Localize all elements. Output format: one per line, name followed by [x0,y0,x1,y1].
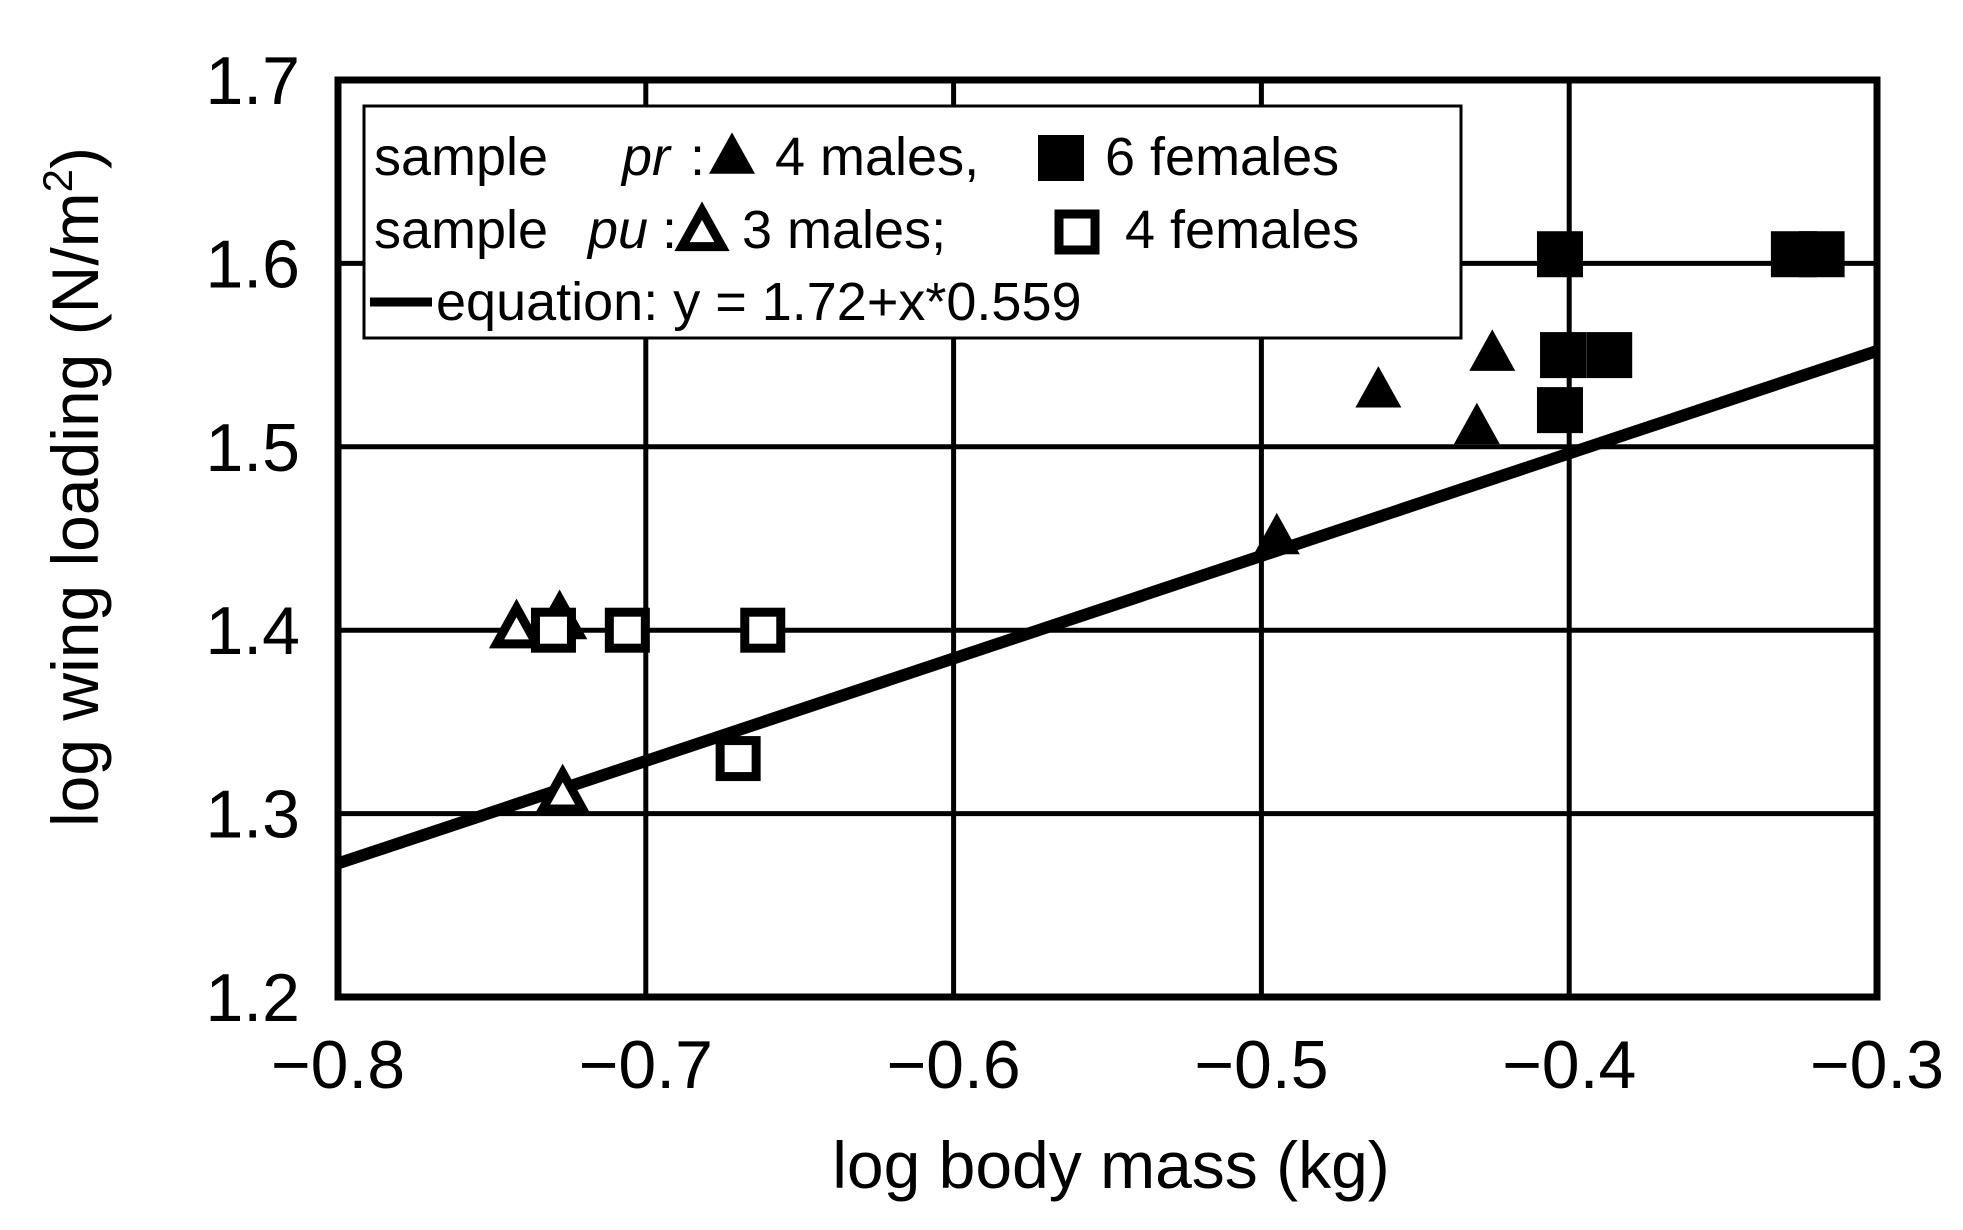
point-pu-females [530,607,576,653]
legend-row-pu-females: 4 females [1125,200,1359,260]
legend-row-pr-males: 4 males, [775,127,979,187]
legend-symbol-pr-females [1038,135,1084,181]
point-pu-males [488,598,545,649]
fit-line-group [336,345,1879,870]
legend-symbol-pr-males [709,132,755,174]
x-axis-title: log body mass (kg) [832,1128,1390,1202]
y-tick-labels: 1.2 1.3 1.4 1.5 1.6 1.7 [205,43,300,1036]
x-tick-labels: −0.8 −0.7 −0.6 −0.5 −0.4 −0.3 [271,1027,1944,1103]
y-tick-label: 1.5 [205,410,300,486]
legend-row-pr-females: 6 females [1105,127,1339,187]
point-pr-females [1540,332,1587,379]
legend-box [362,104,1463,340]
point-pr-females [1536,387,1583,434]
legend-row-pu-sample: pu [586,200,648,260]
point-pr-females [1536,231,1583,278]
y-axis-title-superscript: 2 [34,169,81,192]
legend-symbols [674,132,1100,255]
point-pr-males [1453,402,1500,445]
legend: sample pr : 4 males, 6 females sample pu… [362,104,1463,340]
legend-row-pu-colon: : [662,200,677,260]
data-points [488,231,1845,814]
y-axis-title-main: log wing loading (N/m [38,192,112,827]
legend-row-pr-sample: pr [620,127,672,187]
y-tick-label: 1.6 [205,226,300,302]
y-tick-label: 1.7 [205,43,300,119]
point-pr-females [1798,231,1845,278]
plot-frame [334,76,1881,1001]
y-tick-label: 1.3 [205,777,300,853]
point-pu-females [715,736,761,782]
point-pr-females [1586,332,1633,379]
legend-symbol-pu-females [1054,209,1100,255]
x-tick-label: −0.5 [1194,1027,1328,1103]
x-tick-label: −0.8 [271,1027,405,1103]
point-pu-females [740,607,786,653]
x-tick-label: −0.6 [886,1027,1020,1103]
legend-symbol-pu-males [674,201,730,252]
point-pu-males [535,763,591,814]
point-pr-males [1355,366,1402,408]
point-pu-females [604,607,650,653]
fit-line [336,345,1879,870]
point-pr-males [1469,329,1516,371]
y-axis-title-close: ) [38,147,112,169]
y-tick-label: 1.2 [205,960,300,1036]
x-tick-label: −0.3 [1810,1027,1944,1103]
x-tick-label: −0.4 [1502,1027,1636,1103]
legend-row-pu-males: 3 males; [742,200,946,260]
y-axis-title: log wing loading (N/m2) [34,147,112,827]
legend-row-pr-colon: : [690,127,705,187]
legend-row-pr-prefix: sample [374,127,548,187]
x-tick-label: −0.7 [579,1027,713,1103]
y-tick-label: 1.4 [205,593,300,669]
point-pr-males [1253,512,1300,555]
legend-row-pu-prefix: sample [374,200,548,260]
legend-row-equation: equation: y = 1.72+x*0.559 [436,272,1082,332]
